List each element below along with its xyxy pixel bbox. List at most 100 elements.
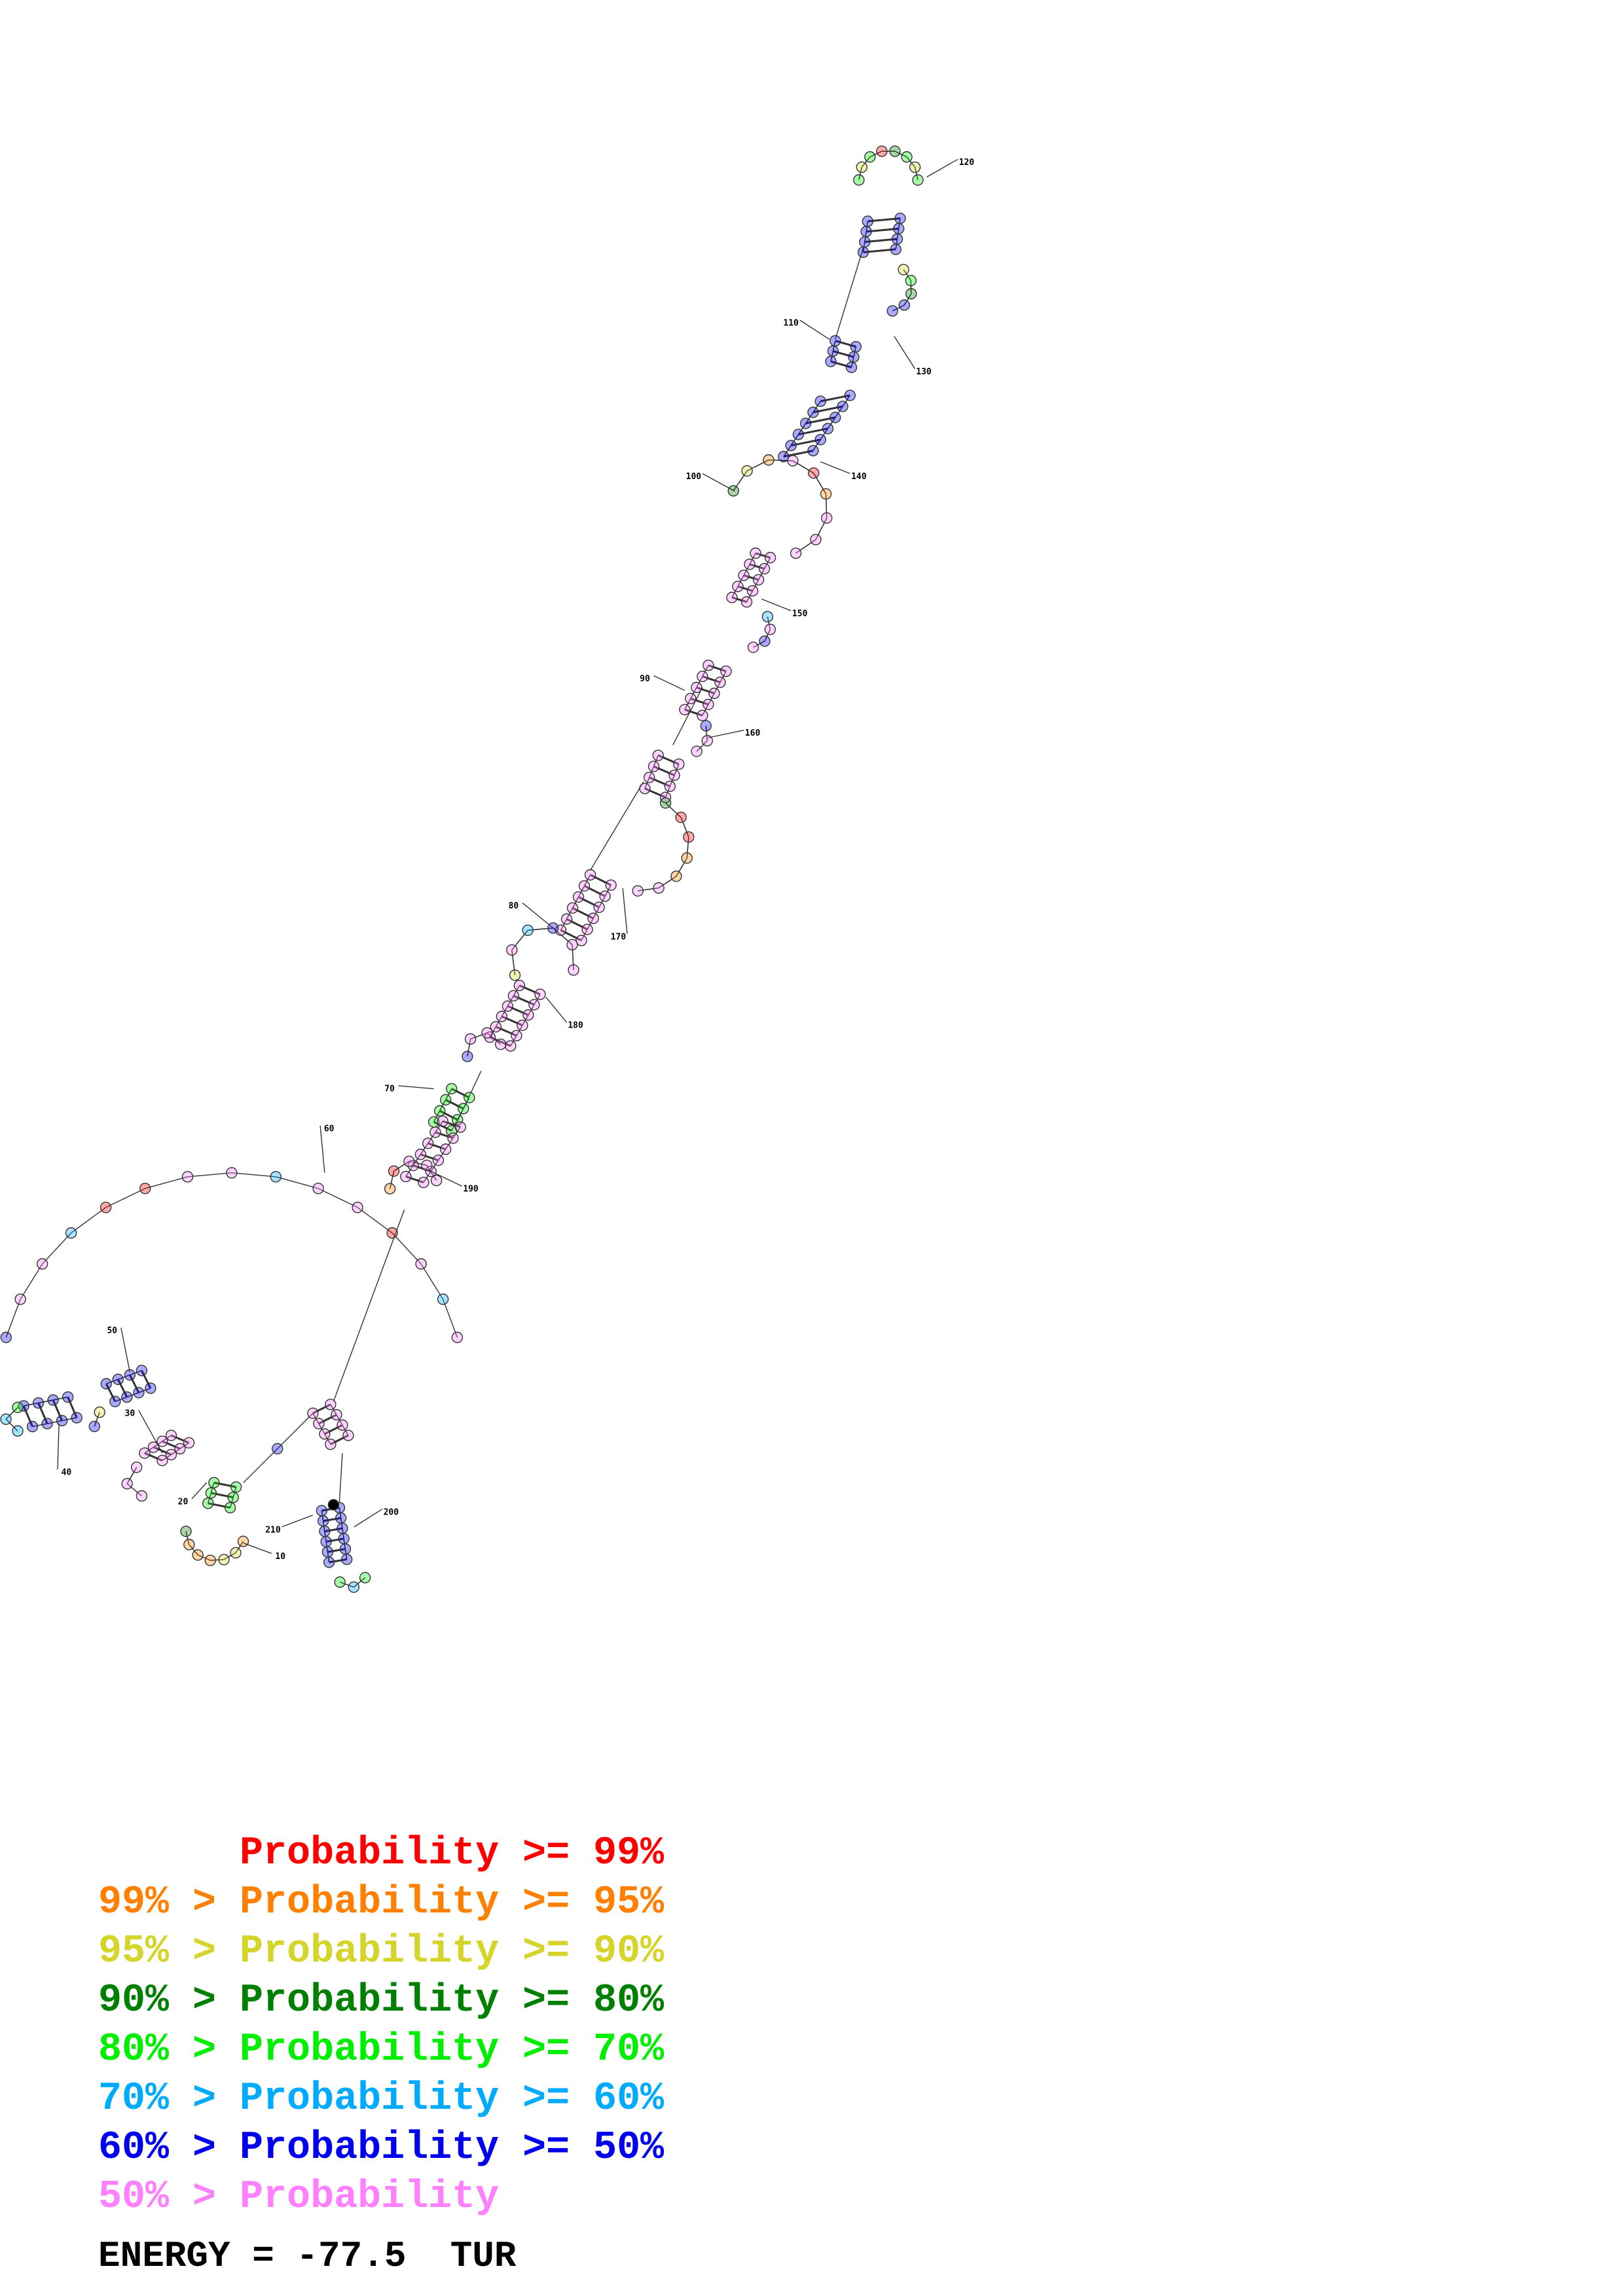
backbone-segment xyxy=(696,740,708,752)
nucleotide xyxy=(414,1149,427,1160)
legend-row: 70% > Probability >= 60% xyxy=(98,2075,664,2124)
nucleotide xyxy=(856,161,867,173)
nucleotide xyxy=(136,1490,148,1502)
base-pair xyxy=(208,1502,230,1509)
backbone-segment xyxy=(389,1171,395,1189)
nucleotide xyxy=(528,999,540,1011)
backbone-segment xyxy=(914,167,919,181)
base-pair xyxy=(52,1399,64,1422)
nucleotide xyxy=(334,1576,346,1588)
nucleotide xyxy=(702,659,714,672)
backbone-segment xyxy=(243,1412,314,1483)
nucleotide xyxy=(440,1094,452,1106)
backbone-segment xyxy=(145,1176,188,1189)
nucleotide xyxy=(752,574,765,586)
base-pair xyxy=(501,1015,523,1026)
base-pair xyxy=(583,885,606,897)
backbone-segment xyxy=(501,1005,509,1017)
position-label: 200 xyxy=(384,1507,399,1517)
base-pair xyxy=(420,1153,439,1162)
nucleotide xyxy=(889,145,901,157)
nucleotide xyxy=(437,1293,449,1305)
nucleotide xyxy=(675,812,687,823)
backbone-segment xyxy=(805,412,814,424)
backbone-segment xyxy=(445,1088,452,1100)
backbone-segment xyxy=(435,1121,443,1133)
nucleotide xyxy=(337,1419,348,1431)
backbone-segment xyxy=(353,1577,366,1588)
base-pair xyxy=(144,1452,163,1462)
backbone-segment xyxy=(336,1414,343,1426)
legend-label: Probability >= 50% xyxy=(240,2126,665,2170)
nucleotide xyxy=(517,1019,528,1031)
backbone-segment xyxy=(94,1412,100,1427)
nucleotide xyxy=(578,880,591,892)
nucleotide xyxy=(335,1512,347,1524)
legend-label: Probability >= 99% xyxy=(240,1831,665,1876)
position-tick-line xyxy=(622,888,628,934)
nucleotide xyxy=(700,720,712,732)
backbone-segment xyxy=(318,1188,358,1208)
backbone-segment xyxy=(746,590,754,603)
position-label: 60 xyxy=(324,1124,335,1134)
nucleotide xyxy=(130,1462,143,1473)
nucleotide xyxy=(673,758,685,770)
nucleotide xyxy=(720,665,732,677)
backbone-segment xyxy=(130,1370,142,1376)
backbone-segment xyxy=(743,564,750,576)
position-ticks: 10 20 30 40 50 60 70 80 90 100 110 120 130 140 150 160 1… xyxy=(57,158,974,1562)
backbone-segment xyxy=(495,1016,503,1028)
backbone-segment xyxy=(510,1035,517,1047)
nucleotide xyxy=(121,1478,133,1490)
nucleotide xyxy=(726,592,738,603)
nucleotide xyxy=(433,1105,446,1117)
nucleotide xyxy=(522,1009,534,1021)
nucleotide xyxy=(808,467,820,479)
base-pair xyxy=(708,664,727,672)
nucleotide xyxy=(785,440,797,452)
base-pair xyxy=(22,1405,33,1427)
nucleotide xyxy=(892,223,905,235)
nucleotide xyxy=(898,264,909,276)
legend-label: Probability xyxy=(240,2175,500,2219)
backbone-segment xyxy=(392,1232,422,1265)
nucleotide xyxy=(136,1365,148,1376)
nucleotides xyxy=(0,145,924,1593)
nucleotide xyxy=(388,1165,400,1177)
nucleotide xyxy=(860,226,872,238)
base-pair xyxy=(67,1396,78,1418)
nucleotide xyxy=(12,1401,24,1414)
backbone-segment xyxy=(442,1299,458,1338)
nucleotide xyxy=(845,361,858,373)
legend-label: Probability >= 60% xyxy=(240,2077,665,2121)
backbone-segment xyxy=(577,886,585,897)
base-pair xyxy=(117,1378,128,1398)
nucleotide xyxy=(36,1258,48,1270)
nucleotide xyxy=(507,990,520,1002)
backbone-segment xyxy=(23,1402,39,1407)
base-pair xyxy=(507,1005,529,1016)
base-pair xyxy=(325,1537,344,1543)
backbone-segment xyxy=(235,1541,244,1553)
nucleotide xyxy=(593,901,605,913)
position-tick-line xyxy=(702,473,735,492)
legend-row: 90% > Probability >= 80% xyxy=(98,1977,664,2026)
nucleotide xyxy=(814,433,826,446)
backbone-segment xyxy=(696,676,703,688)
nucleotide xyxy=(384,1183,396,1194)
position-label: 80 xyxy=(509,901,519,911)
backbone-segment xyxy=(649,766,655,778)
position-tick-line xyxy=(653,675,685,691)
nucleotide xyxy=(632,885,644,897)
nucleotide xyxy=(501,1000,514,1012)
nucleotide xyxy=(327,1499,340,1511)
backbone-segment xyxy=(427,1132,436,1144)
nucleotide xyxy=(758,563,771,575)
nucleotide xyxy=(452,1114,464,1126)
backbone-segment xyxy=(437,1149,447,1161)
nucleotide xyxy=(100,1202,112,1213)
position-tick-line xyxy=(545,997,568,1023)
backbone-segment xyxy=(746,459,769,472)
nucleotide xyxy=(0,1413,12,1426)
nucleotide xyxy=(575,935,587,946)
